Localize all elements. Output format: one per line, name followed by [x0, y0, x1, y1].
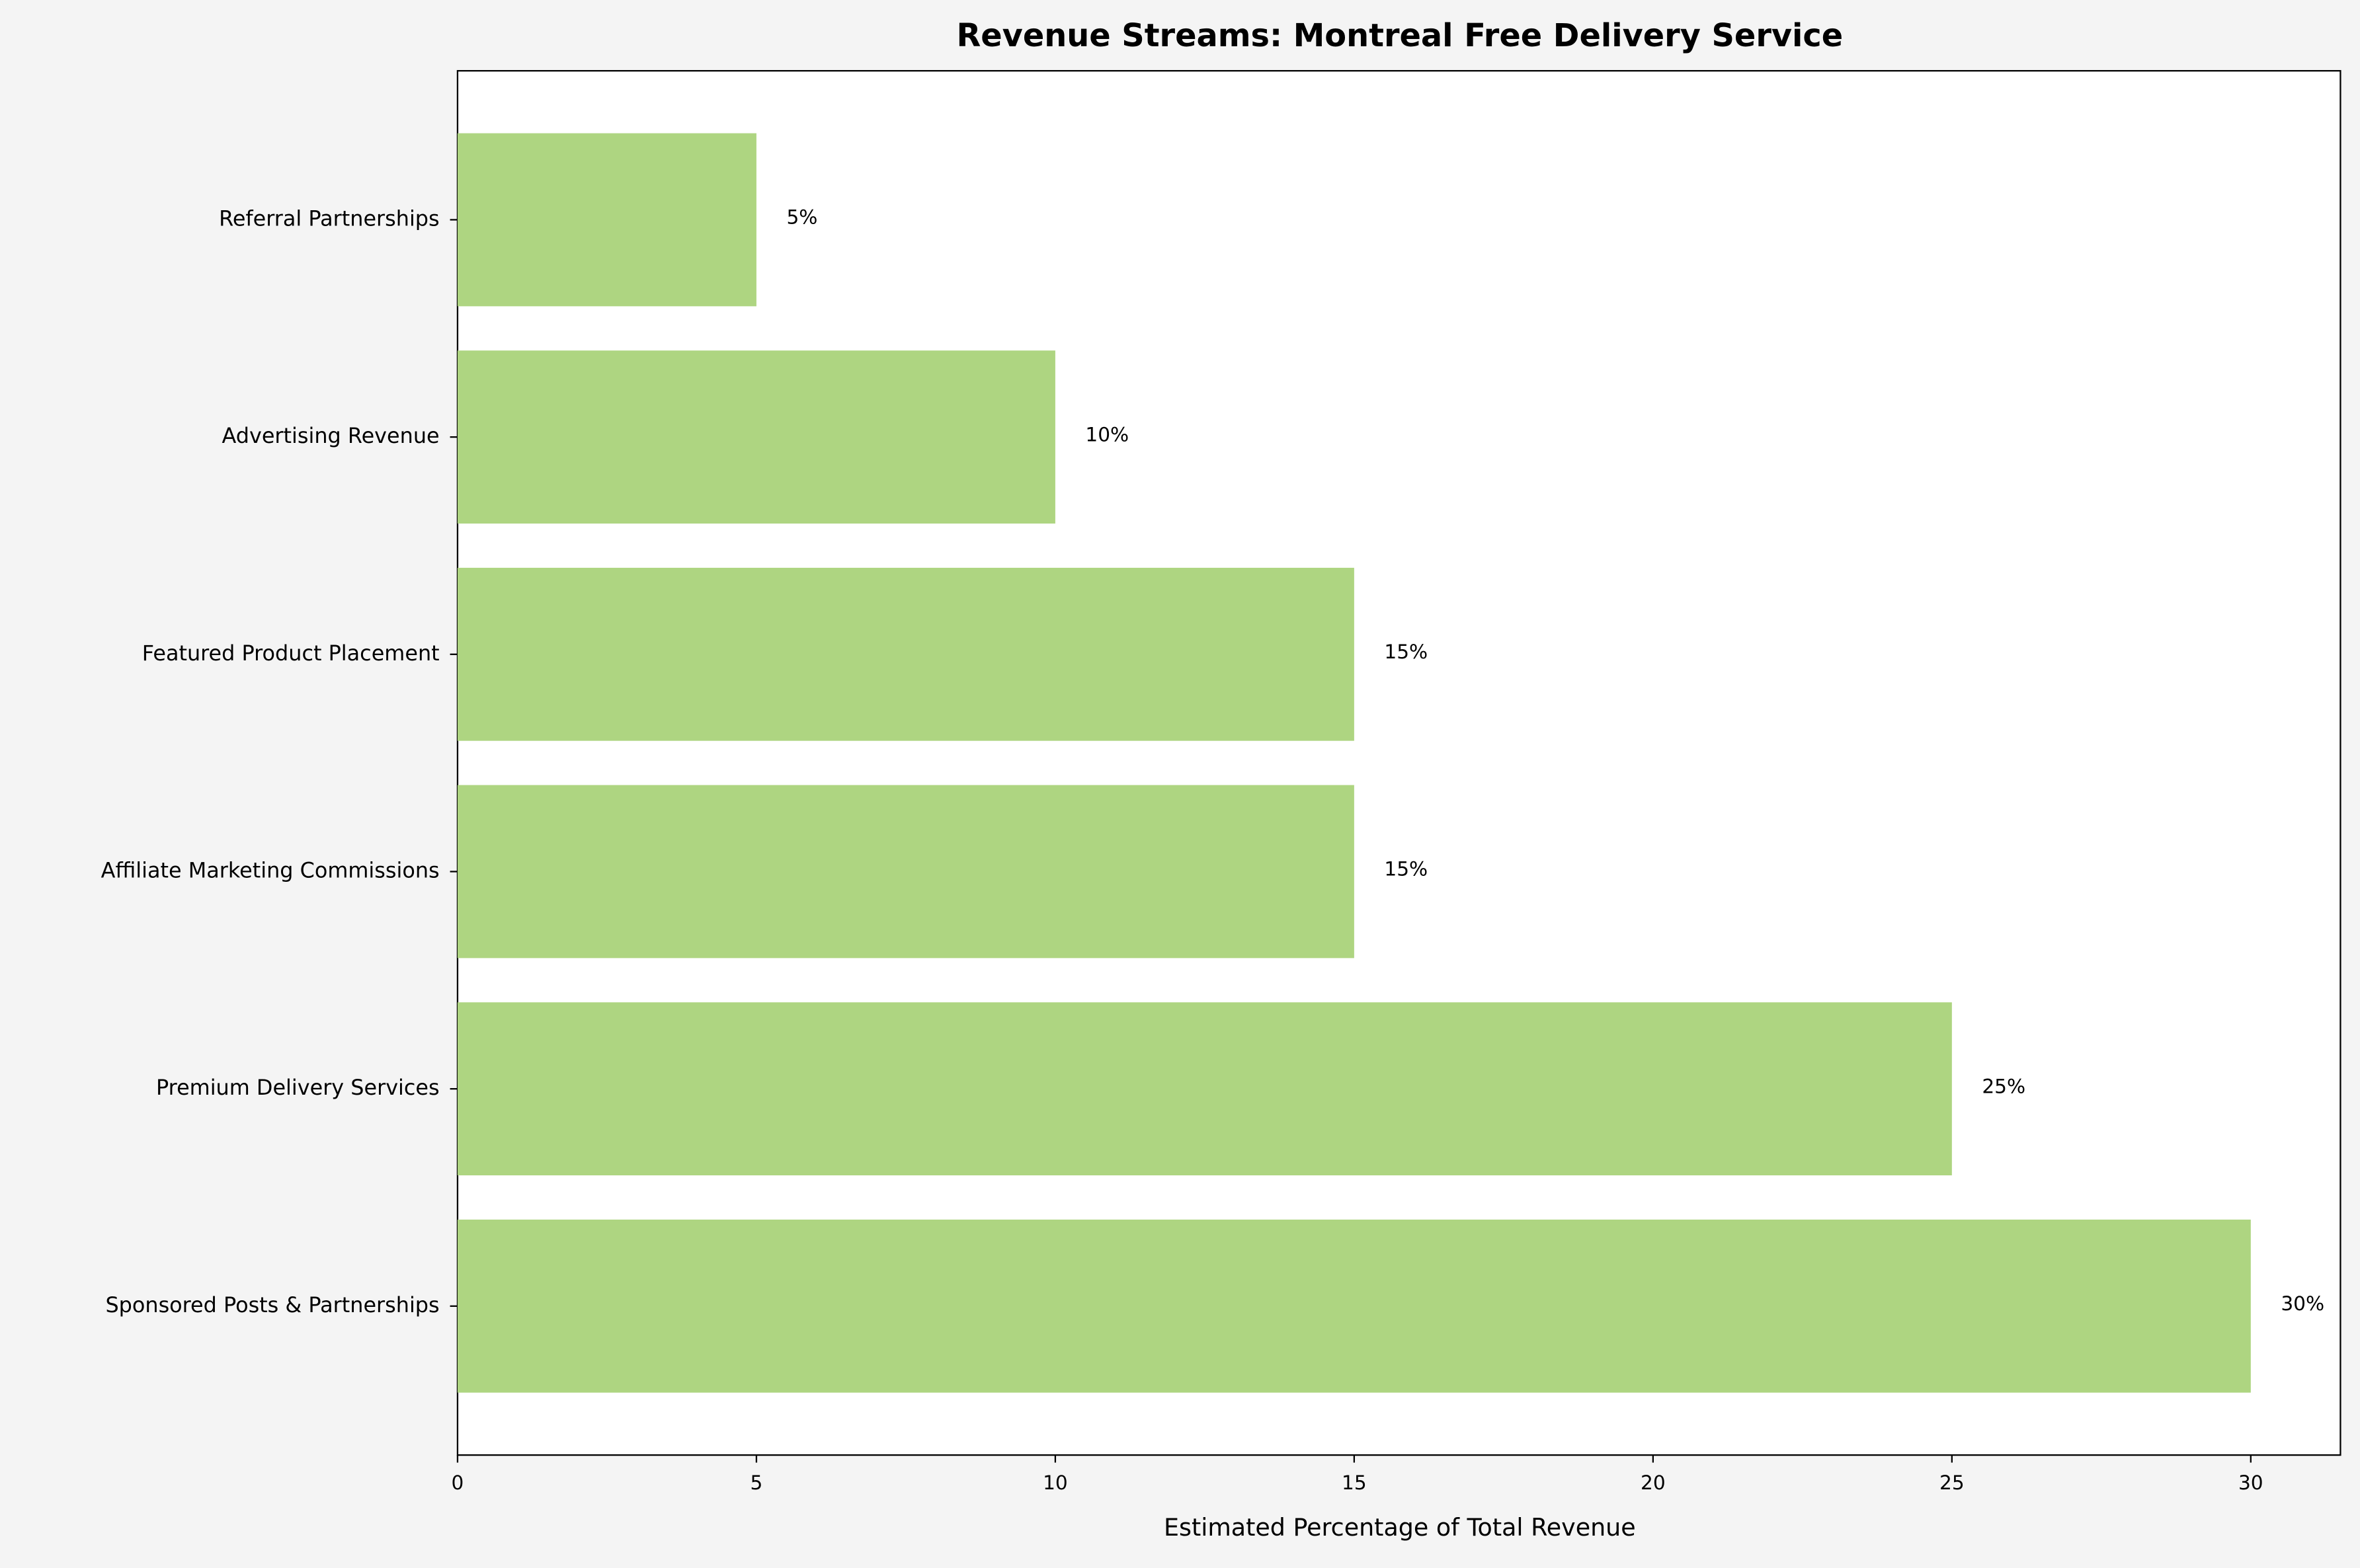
bar [457, 1219, 2251, 1393]
x-tick-label: 15 [1342, 1471, 1367, 1494]
y-tick-label: Advertising Revenue [222, 423, 440, 448]
value-label: 15% [1384, 858, 1428, 881]
y-tick-label: Referral Partnerships [219, 206, 440, 231]
value-label: 15% [1384, 641, 1428, 663]
x-tick-label: 0 [452, 1471, 464, 1494]
y-tick-label: Affiliate Marketing Commissions [101, 857, 440, 882]
value-label: 10% [1085, 423, 1129, 446]
chart-title: Revenue Streams: Montreal Free Delivery … [956, 18, 1843, 54]
bar [457, 1002, 1952, 1176]
y-tick-label: Premium Delivery Services [156, 1075, 440, 1100]
bar [457, 785, 1354, 959]
value-label: 30% [2281, 1292, 2324, 1315]
y-tick-label: Sponsored Posts & Partnerships [105, 1292, 439, 1317]
x-tick-label: 25 [1939, 1471, 1965, 1494]
x-tick-label: 20 [1641, 1471, 1666, 1494]
value-label: 25% [1982, 1075, 2025, 1097]
x-tick-label: 5 [751, 1471, 763, 1494]
value-label: 5% [786, 206, 817, 229]
x-tick-label: 10 [1043, 1471, 1068, 1494]
bar [457, 133, 756, 307]
bar [457, 350, 1055, 524]
x-tick-label: 30 [2238, 1471, 2263, 1494]
y-tick-label: Featured Product Placement [142, 641, 440, 666]
bar [457, 567, 1354, 741]
x-axis-label: Estimated Percentage of Total Revenue [1164, 1513, 1636, 1542]
